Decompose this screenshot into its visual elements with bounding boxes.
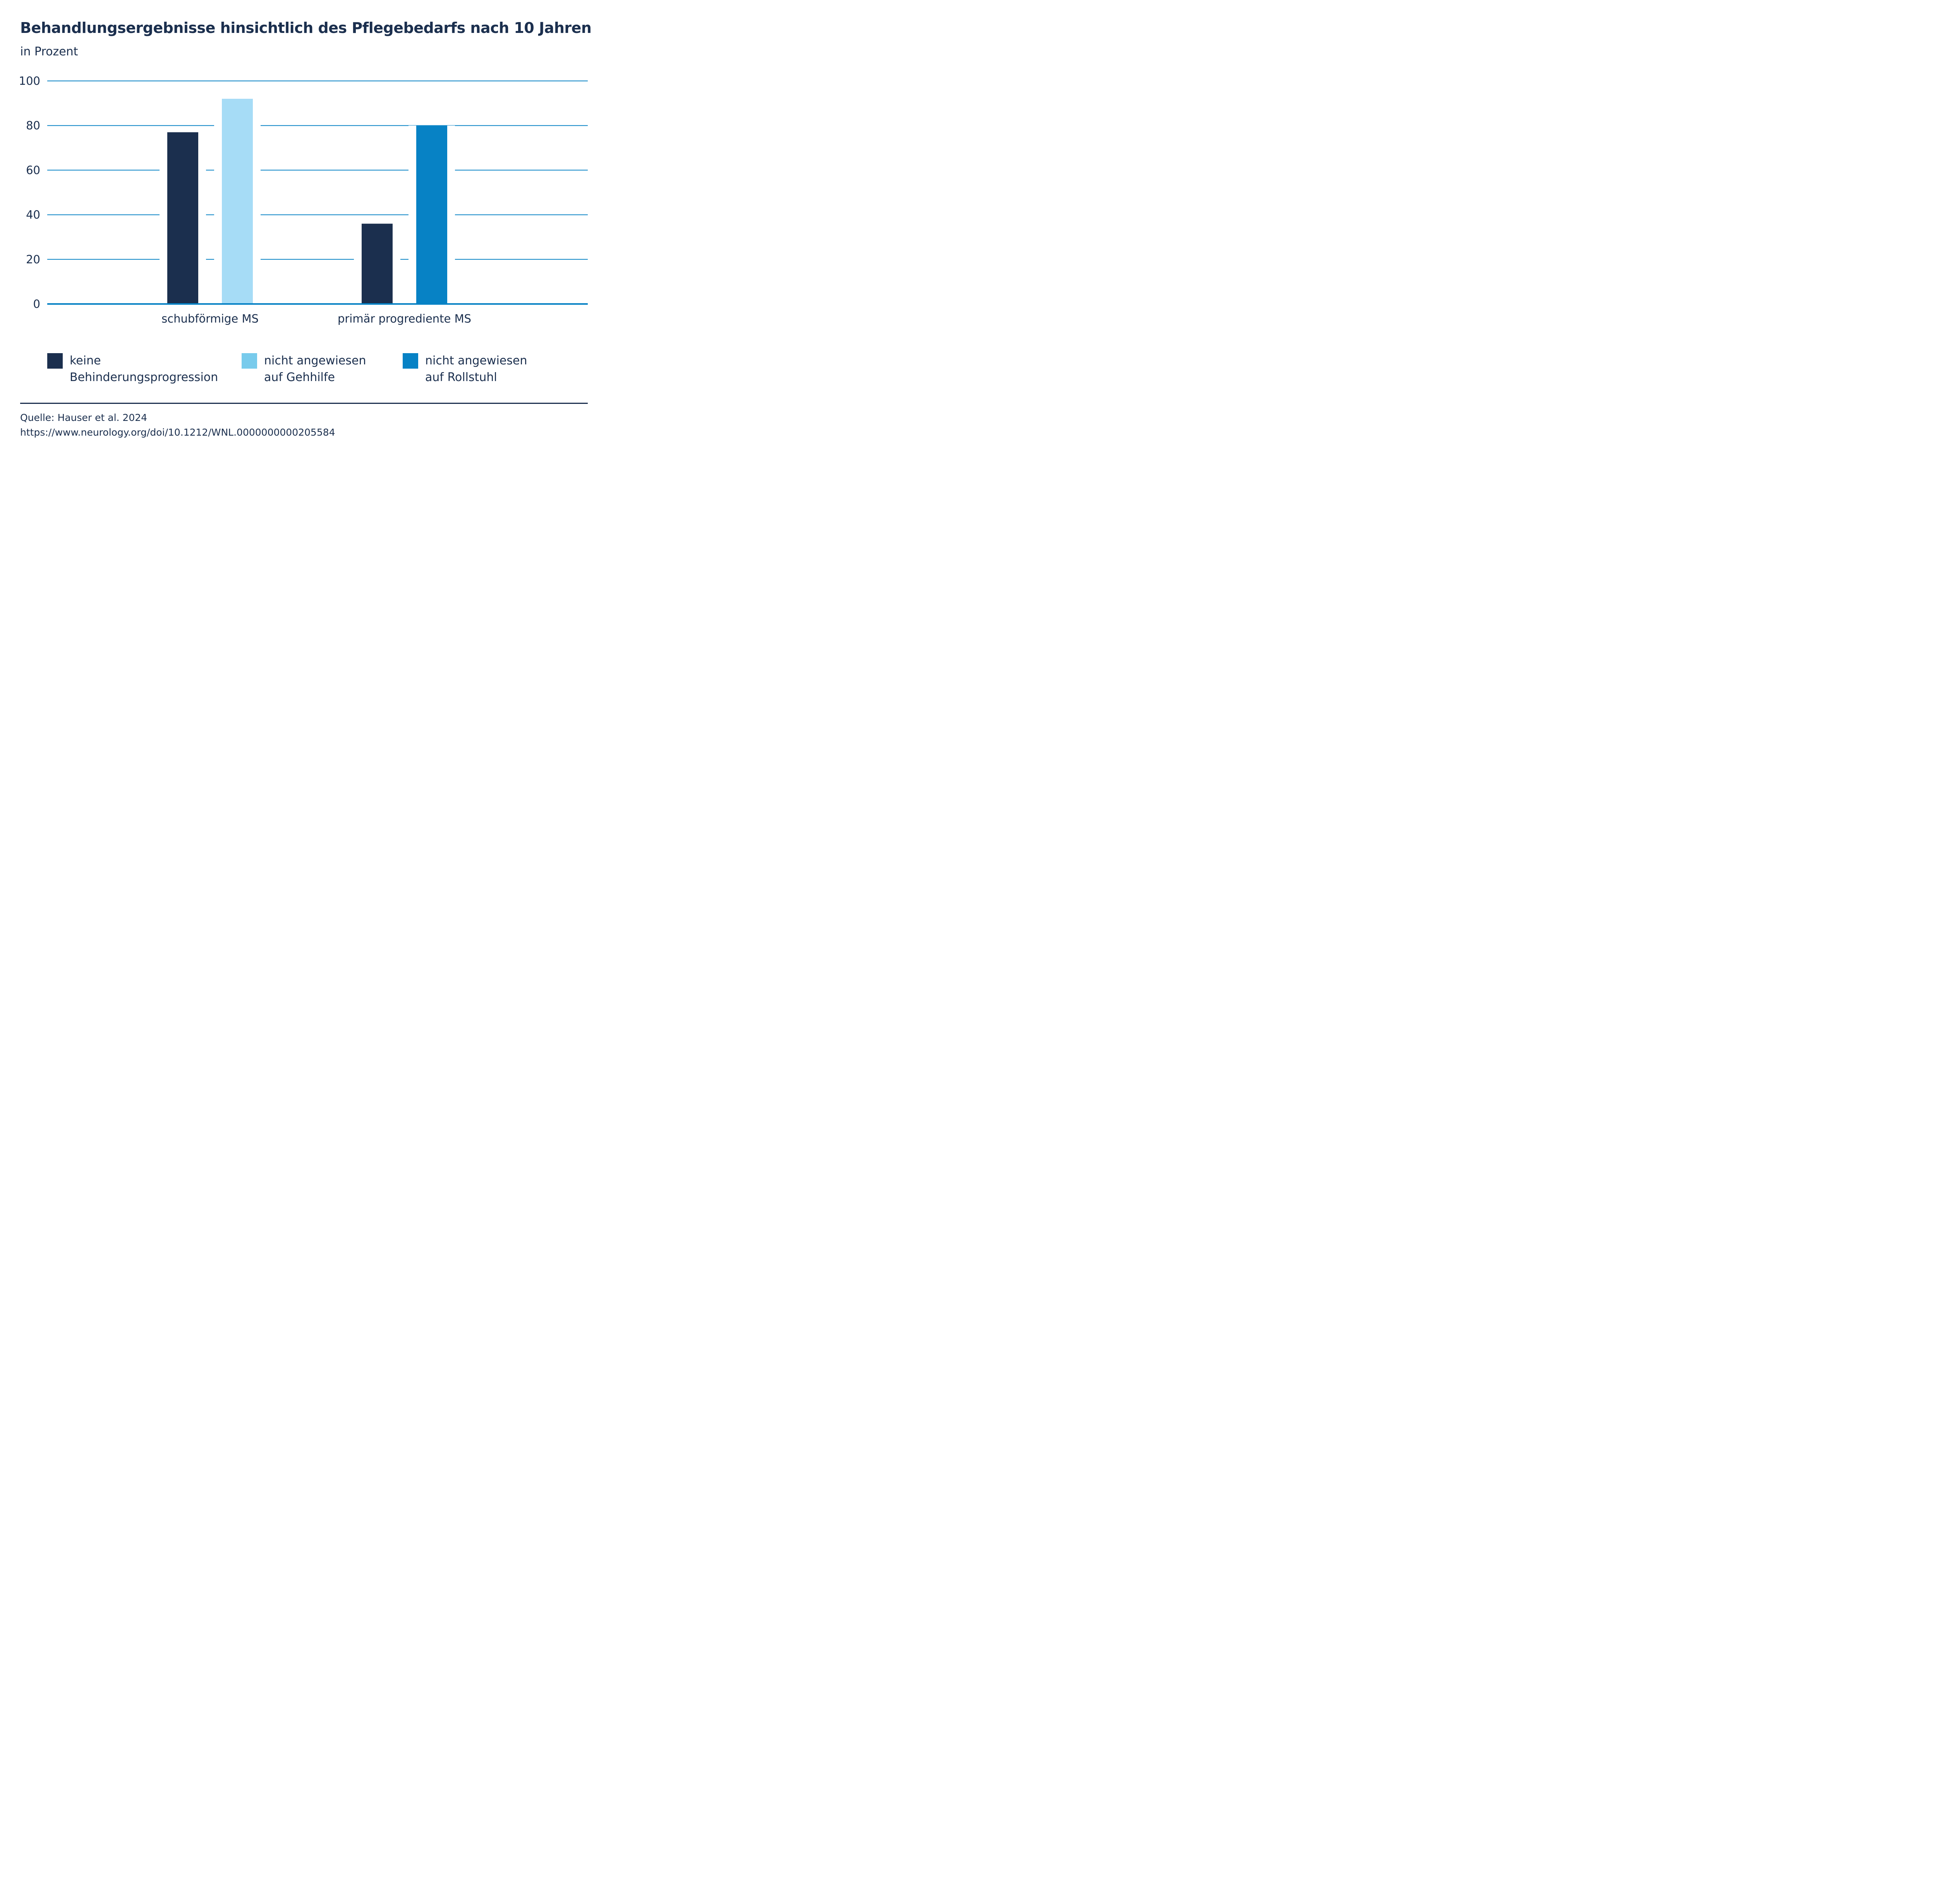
legend-swatch-blue bbox=[403, 353, 418, 369]
bar bbox=[222, 99, 253, 304]
divider bbox=[20, 403, 588, 404]
legend-label-line: auf Gehhilfe bbox=[264, 371, 335, 384]
legend-label-line: nicht angewiesen bbox=[264, 354, 366, 367]
y-tick-label: 40 bbox=[26, 208, 40, 221]
y-tick-label: 100 bbox=[19, 74, 40, 88]
legend-label-line: Behinderungsprogression bbox=[70, 371, 218, 384]
source-note: Quelle: Hauser et al. 2024 https://www.n… bbox=[20, 410, 335, 440]
x-category-label: primär progrediente MS bbox=[338, 312, 471, 325]
bar bbox=[416, 125, 447, 304]
bar bbox=[362, 223, 393, 304]
legend-item-nicht-angewiesen-rollstuhl: nicht angewiesen auf Rollstuhl bbox=[403, 353, 527, 386]
y-tick-label: 20 bbox=[26, 253, 40, 266]
legend-label: keine Behinderungsprogression bbox=[70, 352, 218, 386]
x-category-label: schubförmige MS bbox=[161, 312, 259, 325]
legend-label: nicht angewiesen auf Rollstuhl bbox=[425, 352, 527, 386]
gridlines bbox=[47, 81, 588, 305]
x-axis-categories: schubförmige MS primär progrediente MS bbox=[161, 312, 471, 325]
y-axis-ticks: 0 20 40 60 80 100 bbox=[19, 74, 40, 311]
bar-chart: 0 20 40 60 80 100 schubförmige MS primär progr… bbox=[19, 74, 588, 325]
legend-item-nicht-angewiesen-gehhilfe: nicht angewiesen auf Gehhilfe bbox=[242, 353, 366, 386]
bars bbox=[47, 99, 588, 305]
y-tick-label: 60 bbox=[26, 163, 40, 177]
chart-subtitle: in Prozent bbox=[20, 45, 78, 58]
y-tick-label: 0 bbox=[33, 297, 40, 311]
legend-label-line: nicht angewiesen bbox=[425, 354, 527, 367]
legend-label-line: auf Rollstuhl bbox=[425, 371, 497, 384]
y-tick-label: 80 bbox=[26, 119, 40, 132]
legend-item-keine-behinderungsprogression: keine Behinderungsprogression bbox=[47, 353, 218, 386]
legend-swatch-light-blue bbox=[242, 353, 257, 369]
source-citation: Quelle: Hauser et al. 2024 bbox=[20, 412, 148, 423]
legend-label-line: keine bbox=[70, 354, 101, 367]
bar bbox=[167, 132, 198, 304]
legend-swatch-dark-navy bbox=[47, 353, 63, 369]
legend-label: nicht angewiesen auf Gehhilfe bbox=[264, 352, 366, 386]
legend: keine Behinderungsprogression nicht ange… bbox=[47, 353, 589, 392]
chart-title: Behandlungsergebnisse hinsichtlich des P… bbox=[20, 19, 592, 36]
source-url: https://www.neurology.org/doi/10.1212/WN… bbox=[20, 427, 335, 438]
